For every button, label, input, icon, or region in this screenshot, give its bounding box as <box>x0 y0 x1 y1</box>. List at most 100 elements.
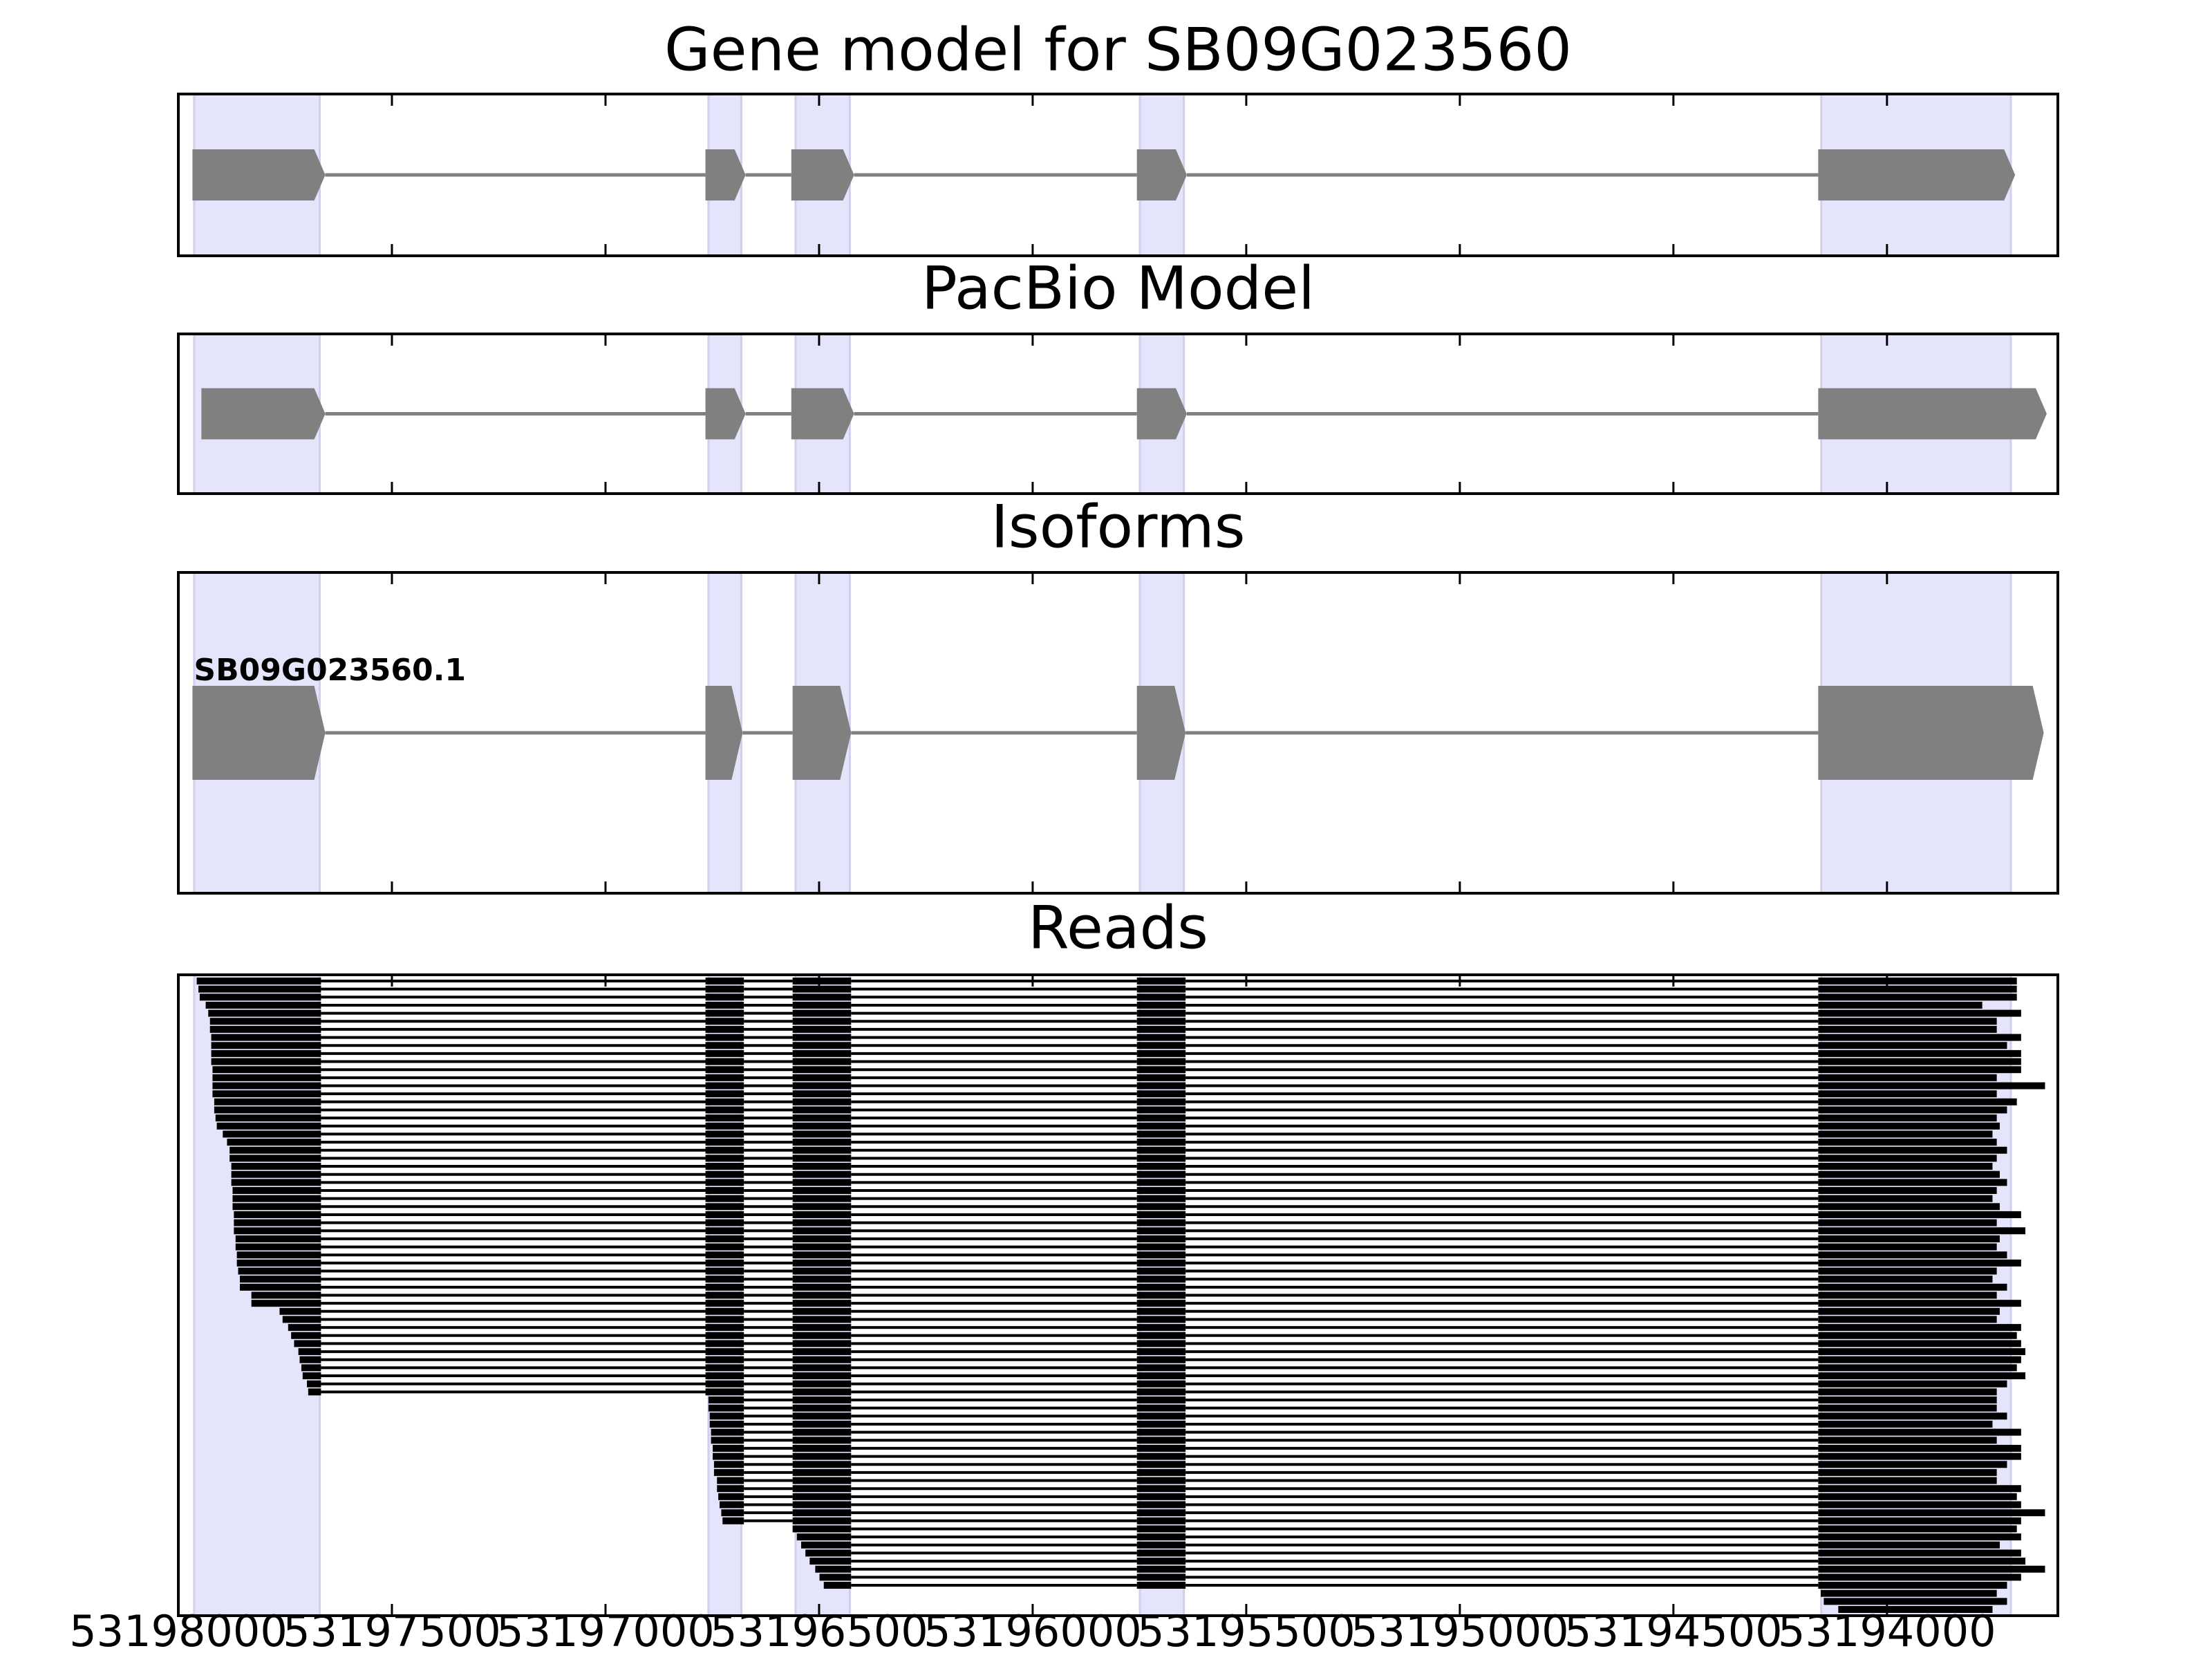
read-block <box>1136 1501 1186 1509</box>
read-block <box>1818 1187 1997 1194</box>
read-block <box>705 1146 744 1154</box>
read-block <box>1136 1332 1186 1339</box>
read-block <box>705 1195 744 1202</box>
read-block <box>227 1139 321 1146</box>
read-block <box>299 1356 321 1363</box>
read-block <box>792 1388 852 1396</box>
read-block <box>1136 1203 1186 1211</box>
read-block <box>223 1130 321 1138</box>
read-block <box>1818 1461 2007 1468</box>
read-block <box>792 1066 852 1074</box>
read-block <box>1818 1235 2000 1242</box>
panel: Isoforms SB09G023560.1 <box>177 492 2059 895</box>
read-block <box>1136 1251 1186 1259</box>
read-block <box>792 1437 852 1444</box>
read-block <box>1136 1283 1186 1291</box>
read-block <box>229 1155 321 1162</box>
exon <box>1136 149 1187 200</box>
read-block <box>1136 1259 1186 1267</box>
read-block <box>229 1146 321 1154</box>
axes-frame <box>177 93 2059 257</box>
read-block <box>705 1259 744 1267</box>
read-block <box>1136 1058 1186 1065</box>
read-block <box>251 1300 321 1307</box>
read-block <box>1818 1034 2021 1041</box>
read-block <box>234 1211 321 1218</box>
read-block <box>792 1501 852 1509</box>
read-block <box>792 1082 852 1090</box>
read-block <box>792 1493 852 1500</box>
panel-title: PacBio Model <box>921 254 1315 323</box>
read-block <box>1818 978 2017 984</box>
panel-title: Reads <box>1028 893 1208 962</box>
read-block <box>1818 1428 2021 1436</box>
read-block <box>1136 1549 1186 1557</box>
read-block <box>705 1291 744 1299</box>
read-block <box>1136 1565 1186 1573</box>
read-block <box>205 1001 321 1009</box>
read-block <box>1818 1267 1997 1275</box>
read-block <box>1818 1397 1997 1403</box>
read-block <box>705 1090 744 1098</box>
read-block <box>705 1251 744 1259</box>
x-tick-label: 53198000 <box>69 1606 288 1656</box>
read-block <box>1136 1146 1186 1154</box>
read-block <box>211 1058 321 1065</box>
panel: PacBio Model <box>177 254 2059 495</box>
read-block <box>1818 1525 2017 1533</box>
read-block <box>792 1235 852 1242</box>
read-block <box>1136 1453 1186 1460</box>
read-block <box>792 1009 852 1017</box>
read-block <box>1136 1340 1186 1347</box>
read-block <box>705 1307 744 1315</box>
panel-title: Gene model for SB09G023560 <box>664 15 1572 84</box>
read-block <box>792 1461 852 1468</box>
read-block <box>1818 1058 2021 1065</box>
read-block <box>235 1235 321 1242</box>
read-block <box>1818 1533 2021 1541</box>
read-block <box>1818 1324 2021 1332</box>
read-block <box>209 1018 321 1025</box>
read-block <box>1818 1203 2000 1211</box>
read-block <box>708 1397 744 1403</box>
read-block <box>1818 1106 2007 1114</box>
read-block <box>708 1404 744 1412</box>
exon <box>705 388 746 440</box>
read-block <box>705 1009 744 1017</box>
read-block <box>713 1468 744 1476</box>
read-block <box>713 1453 744 1460</box>
read-block <box>1136 1025 1186 1033</box>
read-block <box>1818 1163 1993 1170</box>
read-block <box>291 1332 321 1339</box>
read-block <box>212 1066 321 1074</box>
read-block <box>279 1307 321 1315</box>
read-block <box>1818 1372 2026 1380</box>
read-block <box>792 1428 852 1436</box>
read-block <box>705 1340 744 1347</box>
read-block <box>705 1227 744 1235</box>
read-block <box>1818 1082 2045 1090</box>
read-block <box>705 1042 744 1049</box>
read-block <box>1136 1009 1186 1017</box>
read-block <box>705 1034 744 1041</box>
read-block <box>235 1243 321 1251</box>
read-block <box>705 1106 744 1114</box>
read-block <box>1136 1477 1186 1484</box>
read-block <box>800 1541 852 1549</box>
read-block <box>1818 1211 2021 1218</box>
read-block <box>792 1155 852 1162</box>
read-block <box>792 1397 852 1403</box>
read-block <box>705 1139 744 1146</box>
exon <box>192 149 326 200</box>
read-block <box>705 1187 744 1194</box>
read-block <box>792 978 852 984</box>
read-block <box>1818 1364 2017 1372</box>
read-block <box>705 1388 744 1396</box>
read-block <box>1136 1106 1186 1114</box>
read-block <box>792 993 852 1001</box>
read-block <box>211 1034 321 1041</box>
read-block <box>792 1380 852 1388</box>
read-block <box>809 1558 852 1565</box>
read-block <box>1818 1574 2021 1581</box>
